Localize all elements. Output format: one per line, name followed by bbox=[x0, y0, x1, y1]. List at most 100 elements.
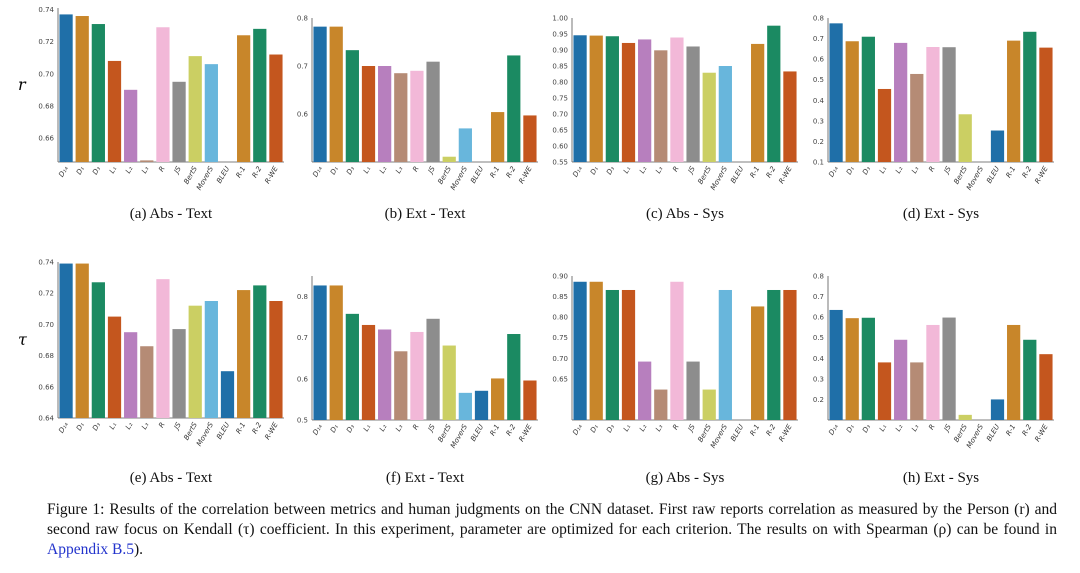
x-tick-label: L₁ bbox=[878, 423, 888, 433]
bar-R-2 bbox=[507, 334, 521, 420]
bar-D1 bbox=[75, 263, 89, 418]
x-tick-label: L₃ bbox=[654, 165, 664, 175]
bar-BertS bbox=[702, 389, 716, 420]
x-tick-label: D₁ bbox=[845, 423, 856, 434]
x-tick-label: D₁ bbox=[75, 165, 86, 176]
x-tick-label: R bbox=[411, 423, 420, 431]
y-tick-label: 0.72 bbox=[38, 290, 54, 298]
bar-R-WE bbox=[269, 301, 283, 418]
panel-caption: (b) Ext - Text bbox=[385, 206, 467, 222]
bar-D14 bbox=[829, 309, 843, 420]
bar-JS bbox=[942, 317, 956, 420]
x-tick-label: L₃ bbox=[910, 165, 920, 175]
bar-D14 bbox=[59, 263, 73, 418]
panel-caption: (e) Abs - Text bbox=[130, 470, 213, 486]
x-tick-label: JS bbox=[942, 423, 953, 435]
y-tick-label: 0.3 bbox=[813, 117, 824, 125]
bar-D1 bbox=[75, 16, 89, 163]
y-tick-label: 0.75 bbox=[552, 334, 568, 342]
x-tick-label: L₁ bbox=[362, 423, 372, 433]
x-tick-label: BLEU bbox=[469, 423, 485, 443]
bar-R-1 bbox=[491, 112, 505, 162]
x-tick-label: D₁₄ bbox=[571, 423, 584, 437]
panel-caption: (c) Abs - Sys bbox=[646, 206, 724, 222]
x-tick-label: D₁₄ bbox=[57, 165, 70, 179]
x-tick-label: L₃ bbox=[394, 423, 404, 433]
y-tick-label: 0.8 bbox=[297, 293, 308, 301]
x-tick-label: R-1 bbox=[1005, 423, 1018, 437]
panel-caption: (a) Abs - Text bbox=[130, 206, 213, 222]
x-tick-label: BLEU bbox=[215, 421, 231, 441]
bar-D14 bbox=[829, 23, 843, 162]
bar-R bbox=[926, 324, 940, 420]
bar-BertS bbox=[188, 56, 202, 162]
y-tick-label: 0.68 bbox=[38, 102, 54, 110]
x-tick-label: BertS bbox=[436, 165, 453, 186]
x-tick-label: R-2 bbox=[251, 421, 264, 436]
appendix-link[interactable]: Appendix B.5 bbox=[47, 541, 134, 558]
y-tick-label: 0.5 bbox=[813, 76, 824, 84]
x-tick-label: D₃ bbox=[861, 423, 872, 434]
bar-D14 bbox=[59, 14, 73, 162]
panel-caption: (d) Ext - Sys bbox=[903, 206, 979, 222]
x-tick-label: D₃ bbox=[91, 421, 102, 432]
y-tick-label: 0.90 bbox=[552, 273, 568, 281]
bar-L3 bbox=[654, 50, 668, 162]
bar-L2 bbox=[894, 42, 908, 162]
x-tick-label: R bbox=[927, 423, 936, 431]
x-tick-label: JS bbox=[426, 165, 437, 177]
bar-R-WE bbox=[523, 380, 537, 420]
bar-D14 bbox=[313, 26, 327, 162]
x-tick-label: R-1 bbox=[1005, 165, 1018, 179]
x-tick-label: BLEU bbox=[215, 165, 231, 185]
x-tick-label: R-WE bbox=[263, 165, 280, 186]
x-tick-label: R-WE bbox=[517, 423, 534, 444]
x-tick-label: L₂ bbox=[378, 423, 388, 433]
bar-D1 bbox=[329, 285, 343, 420]
x-tick-label: D₁₄ bbox=[57, 421, 70, 435]
bar-R bbox=[410, 331, 424, 420]
bar-BLEU bbox=[990, 399, 1005, 420]
x-tick-label: BLEU bbox=[985, 423, 1001, 443]
x-tick-label: D₃ bbox=[345, 165, 356, 176]
bar-MoverS bbox=[458, 128, 472, 162]
bar-R-WE bbox=[269, 54, 283, 163]
y-tick-label: 0.70 bbox=[552, 355, 568, 363]
x-tick-label: D₁ bbox=[845, 165, 856, 176]
bar-MoverS bbox=[204, 301, 218, 418]
bar-L1 bbox=[361, 66, 376, 162]
x-tick-label: D₃ bbox=[605, 423, 616, 434]
bar-BertS bbox=[702, 72, 716, 162]
bar-R-WE bbox=[783, 71, 797, 162]
x-tick-label: R bbox=[927, 165, 936, 173]
bar-L2 bbox=[378, 329, 392, 420]
bar-BLEU bbox=[474, 390, 489, 420]
x-tick-label: R bbox=[411, 165, 420, 173]
x-tick-label: L₃ bbox=[394, 165, 404, 175]
y-tick-label: 0.72 bbox=[38, 38, 54, 46]
x-tick-label: BLEU bbox=[469, 165, 485, 185]
bar-D3 bbox=[861, 317, 875, 420]
bar-R-2 bbox=[253, 285, 267, 418]
y-tick-label: 0.6 bbox=[813, 314, 825, 322]
x-tick-label: D₁₄ bbox=[827, 423, 840, 437]
x-tick-label: BertS bbox=[182, 421, 199, 442]
bar-R-2 bbox=[767, 289, 781, 420]
bar-MoverS bbox=[718, 289, 732, 420]
x-tick-label: D₁₄ bbox=[827, 165, 840, 179]
caption-tail: ). bbox=[133, 541, 144, 558]
x-tick-label: L₃ bbox=[654, 423, 664, 433]
y-tick-label: 0.4 bbox=[813, 97, 825, 105]
bar-D3 bbox=[861, 36, 875, 162]
bar-MoverS bbox=[718, 66, 732, 162]
y-tick-label: 0.60 bbox=[552, 143, 568, 151]
x-tick-label: R-WE bbox=[517, 165, 534, 186]
x-tick-label: D₁ bbox=[329, 165, 340, 176]
x-tick-label: R bbox=[157, 165, 166, 173]
y-tick-label: 0.5 bbox=[813, 334, 824, 342]
x-tick-label: R-WE bbox=[1033, 423, 1050, 444]
x-tick-label: D₁ bbox=[75, 421, 86, 432]
